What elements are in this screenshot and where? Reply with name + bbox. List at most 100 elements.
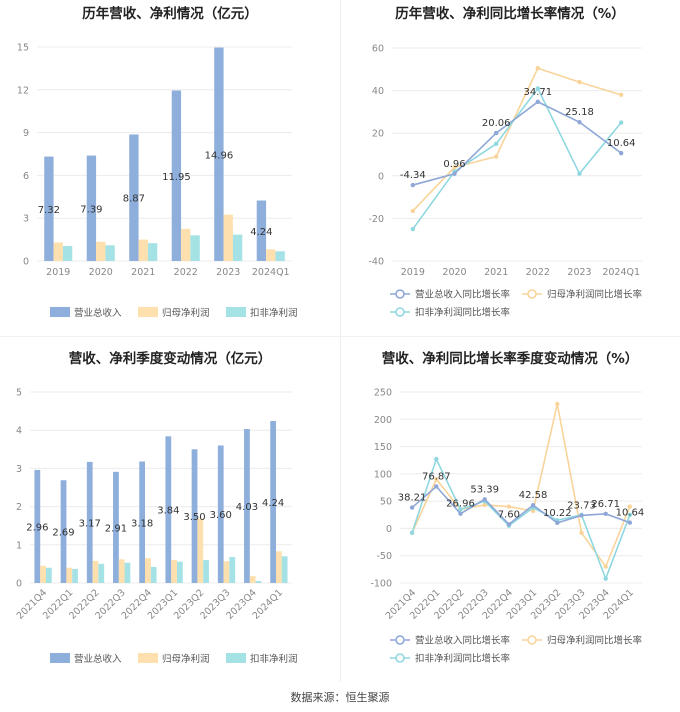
chart-title: 历年营收、净利情况（亿元） (82, 6, 258, 22)
bar (40, 565, 46, 583)
y-tick-label: 6 (23, 171, 29, 182)
data-label: 76.87 (422, 471, 451, 482)
y-tick-label: 5 (16, 388, 22, 399)
legend-marker (527, 635, 537, 645)
legend-label: 营业总收入 (74, 653, 122, 665)
bar (276, 551, 282, 583)
y-tick-label: -50 (376, 551, 392, 562)
bar (165, 436, 172, 583)
bar (66, 567, 73, 583)
data-point (579, 530, 584, 535)
y-tick-label: 100 (374, 469, 392, 480)
bar (223, 561, 230, 583)
legend-swatch (50, 653, 70, 663)
data-point (535, 66, 541, 71)
bar (255, 581, 262, 583)
data-point (458, 511, 463, 516)
data-point (618, 150, 624, 156)
data-point (410, 208, 416, 214)
bar (113, 471, 119, 583)
series-line (411, 456, 631, 581)
bar (138, 239, 148, 261)
y-tick-label: 4 (16, 426, 22, 437)
data-point (603, 576, 608, 581)
x-tick-label: 2019 (46, 267, 70, 278)
y-tick-label: 3 (16, 464, 22, 475)
quarterly-bar-chart: 0123452021Q42022Q12022Q22022Q32022Q42023… (15, 388, 298, 666)
bar (223, 214, 233, 261)
bar (124, 562, 131, 583)
data-point (535, 86, 541, 91)
data-label: 26.71 (591, 499, 620, 510)
bar (197, 518, 204, 583)
legend-marker (395, 289, 405, 299)
data-label: 3.50 (183, 512, 205, 523)
data-label: 4.03 (236, 502, 258, 513)
y-tick-label: -20 (368, 214, 384, 225)
y-tick-label: 0 (23, 257, 29, 268)
data-label: 26.96 (446, 499, 475, 510)
data-point (577, 171, 582, 176)
data-label: 34.71 (524, 87, 553, 98)
data-point (506, 522, 512, 527)
x-tick-label: 2021 (131, 267, 155, 278)
y-tick-label: 250 (374, 388, 392, 399)
data-label: 38.21 (398, 493, 427, 504)
data-point (530, 508, 536, 514)
bar (229, 557, 236, 583)
data-point (482, 502, 487, 508)
annual-revenue-profit-panel: 历年营收、净利情况（亿元） 0 3 6 9 12 15 2019 2020 2021 2022 20… (0, 0, 340, 336)
data-label: 53.39 (470, 484, 499, 495)
data-label: 25.18 (565, 107, 594, 118)
data-label: 8.87 (123, 194, 145, 205)
y-tick-label: 20 (372, 129, 384, 140)
data-point (452, 171, 457, 176)
data-label: 10.64 (607, 138, 636, 149)
bar (44, 156, 54, 261)
x-tick-label: 2024Q1 (252, 267, 290, 278)
series-line (412, 86, 622, 230)
data-point (627, 512, 633, 517)
y-tick-label: 3 (23, 214, 29, 225)
data-point (493, 141, 499, 147)
bar (96, 241, 106, 261)
data-point (618, 120, 624, 125)
series-line (411, 403, 631, 569)
bar (92, 560, 99, 583)
annual-bar-chart: 0 3 6 9 12 15 2019 2020 2021 2022 2023 2024Q1 7.32 7.… (17, 43, 298, 320)
bar (270, 421, 277, 583)
legend-label: 归母净利润 (162, 653, 210, 665)
bar (129, 134, 139, 261)
horizontal-divider (0, 336, 680, 337)
bar (203, 560, 209, 583)
x-tick-label: 2024Q1 (602, 267, 640, 278)
data-point (618, 92, 624, 98)
legend-marker (395, 653, 405, 663)
data-label: 42.58 (519, 490, 548, 501)
data-label: 3.17 (79, 518, 101, 529)
data-point (577, 79, 582, 85)
legend-label: 扣非净利润同比增长率 (415, 653, 511, 665)
x-tick-label: 2019 (401, 267, 425, 278)
x-tick-label: 2020 (442, 267, 466, 278)
legend-marker (527, 289, 537, 299)
data-point (458, 507, 463, 512)
annual-growth-panel: 历年营收、净利同比增长率情况（%） -40 -20 0 20 40 60 2019 2020 2… (340, 0, 680, 336)
y-tick-label: 9 (23, 128, 29, 139)
chart-title: 历年营收、净利同比增长率情况（%） (395, 6, 625, 22)
data-point (409, 530, 415, 535)
legend-swatch (50, 307, 70, 317)
bar (217, 445, 224, 583)
data-source: 数据来源：恒生聚源 (290, 691, 390, 704)
data-point (627, 504, 633, 509)
bar (244, 429, 250, 583)
legend-label: 归母净利润同比增长率 (547, 635, 643, 647)
data-point (410, 226, 416, 232)
bar (171, 90, 182, 261)
quarterly-revenue-profit-panel: 营收、净利季度变动情况（亿元） 0 1 2 3 4 5 2021Q4 2022Q1 2022Q2… (0, 337, 340, 682)
annual-line-chart: -40 -20 0 20 40 60 2019 2020 2021 2022 2023 2024Q1 -… (368, 44, 642, 319)
legend-label: 扣非净利润同比增长率 (415, 307, 511, 319)
data-point (530, 502, 536, 508)
bar (34, 469, 41, 583)
bar (72, 568, 78, 583)
